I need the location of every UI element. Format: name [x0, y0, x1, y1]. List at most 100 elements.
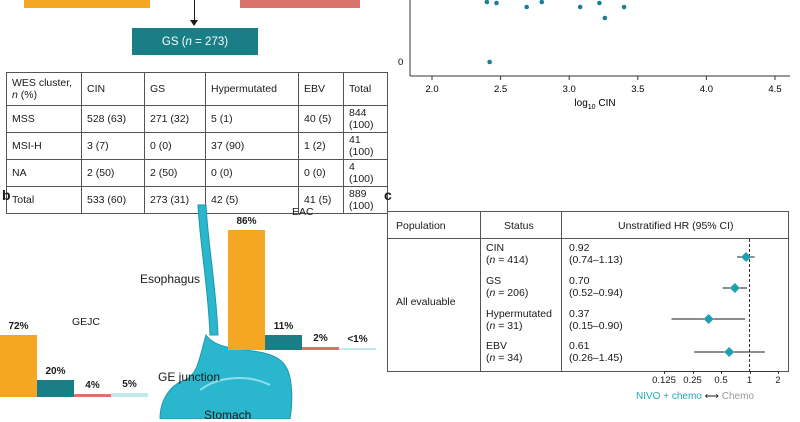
- hr-row-value: 0.37 (0.15–0.90): [569, 308, 623, 332]
- scatter-x-tick-label: 4.5: [768, 84, 781, 95]
- gejc-label: GEJC: [72, 316, 101, 328]
- hr-row-hr: 0.37: [569, 308, 590, 320]
- hr-header-hr: Unstratified HR (95% CI): [618, 220, 734, 232]
- gejc-bar: [0, 335, 37, 397]
- flow-arrow-line: [194, 0, 195, 22]
- scatter-points: [484, 0, 627, 65]
- scatter-point: [484, 0, 490, 5]
- hr-row-ci: (0.74–1.13): [569, 254, 623, 266]
- cell: 2 (50): [81, 159, 145, 187]
- panel-c-letter: c: [384, 187, 392, 203]
- forest-hr-marker: [729, 283, 740, 293]
- wes-header-total: Total: [343, 72, 388, 106]
- eac-bar-label: 2%: [313, 333, 328, 345]
- eac-bar: [339, 348, 376, 350]
- hr-row-n: (n = 206): [486, 287, 529, 299]
- forest-hr-marker: [724, 347, 735, 357]
- scatter-x-label: log10 CIN: [574, 98, 615, 111]
- scatter-x-tick-label: 2.5: [494, 84, 507, 95]
- cell: 844 (100): [343, 105, 388, 133]
- panel-b-letter: b: [2, 187, 11, 203]
- forest-axis-tick: [692, 371, 694, 374]
- table-row: Total 533 (60) 273 (31) 42 (5) 41 (5) 88…: [6, 186, 388, 214]
- esophagus-shape: [197, 204, 219, 336]
- forest-hr-marker: [703, 314, 714, 324]
- hr-row-status-name: CIN: [486, 242, 505, 254]
- hr-table-frame: Population Status Unstratified HR (95% C…: [387, 211, 789, 372]
- scatter-x-tick-label: 3.0: [563, 84, 576, 95]
- anatomy-illustration: [159, 204, 293, 419]
- cell: 0 (0): [298, 159, 344, 187]
- gejc-bar-label: 5%: [122, 378, 137, 390]
- cell: 40 (5): [298, 105, 344, 133]
- wes-table-header-row: WES cluster, n (%) CIN GS Hypermutated E…: [6, 72, 388, 106]
- gs-flow-box: GS (n = 273): [132, 28, 258, 55]
- hr-row-ci: (0.52–0.94): [569, 287, 623, 299]
- esophagus-label: Esophagus: [140, 272, 201, 286]
- cell: 533 (60): [81, 186, 145, 214]
- forest-axis-tick: [721, 371, 722, 374]
- gejc-bar-label: 20%: [45, 365, 66, 377]
- forest-axis-tick-label: 2: [775, 375, 781, 386]
- stomach-label: Stomach: [204, 408, 252, 422]
- wes-header-ebv: EBV: [298, 72, 344, 106]
- ge-junction-label: GE junction: [158, 370, 221, 384]
- cin-flow-box: [24, 0, 150, 8]
- forest-axis-tick-label: 1: [746, 375, 753, 386]
- wes-header-line1: WES cluster,: [12, 77, 73, 89]
- wes-header-cluster: WES cluster, n (%): [6, 72, 82, 106]
- favors-row: NIVO + chemo ⟷ Chemo: [636, 391, 754, 402]
- gejc-bar-label: 72%: [8, 321, 29, 333]
- cell: 271 (32): [144, 105, 206, 133]
- row-label: NA: [6, 159, 82, 187]
- wes-header-n: n: [12, 89, 18, 101]
- cell: 4 (100): [343, 159, 388, 187]
- eac-bar: [265, 334, 302, 350]
- hr-row-n: (n = 31): [486, 320, 523, 332]
- cell: 889 (100): [343, 186, 388, 214]
- stomach-inner-fold: [199, 377, 271, 391]
- hr-row-ci: (0.26–1.45): [569, 352, 623, 364]
- scatter-x-tick-label: 4.0: [700, 84, 713, 95]
- hr-header-population: Population: [396, 220, 446, 232]
- hr-row-value: 0.92 (0.74–1.13): [569, 242, 623, 266]
- scatter-point: [524, 4, 529, 10]
- cell: 0 (0): [144, 132, 206, 160]
- scatter-point: [494, 0, 499, 6]
- scatter-x-label-rest: CIN: [596, 98, 616, 109]
- hr-row-hr: 0.70: [569, 275, 590, 287]
- eac-bar-label: <1%: [347, 334, 368, 345]
- hr-row-hr: 0.61: [569, 340, 590, 352]
- favors-nivo-label: NIVO + chemo: [636, 391, 702, 402]
- forest-axis-tick-label: 0.125: [652, 375, 676, 386]
- cell: 528 (63): [81, 105, 145, 133]
- hr-col-divider-1: [480, 212, 481, 371]
- hr-row-n: (n = 414): [486, 254, 529, 266]
- hr-row-n: (n = 34): [486, 352, 523, 364]
- forest-axis-tick: [664, 371, 665, 374]
- cell: 42 (5): [205, 186, 299, 214]
- gs-flow-box-text: GS (n = 273): [161, 35, 229, 48]
- forest-axis-tick: [749, 371, 751, 374]
- scatter-x-label-sub: 10: [588, 104, 596, 111]
- hr-row-status: GS (n = 206): [486, 275, 528, 299]
- cin-scatter-plot: 2.0 2.5 3.0 3.5 4.0 4.5 0 log10 CIN: [398, 0, 790, 111]
- eac-bar: [302, 347, 339, 350]
- flow-arrow-head: [190, 20, 198, 26]
- hr-header-divider: [388, 238, 788, 239]
- scatter-point: [602, 15, 608, 21]
- hr-row-status-name: GS: [486, 275, 502, 287]
- favors-arrow-icon: ⟷: [704, 391, 719, 402]
- scatter-point: [577, 4, 583, 10]
- row-label: MSS: [6, 105, 82, 133]
- scatter-x-label-base: log: [574, 98, 587, 109]
- hr-population-value: All evaluable: [396, 296, 456, 308]
- hr-row-status: EBV (n = 34): [486, 340, 523, 364]
- cell: 41 (5): [298, 186, 344, 214]
- eac-bar-label: 86%: [236, 215, 257, 227]
- eac-label: EAC: [292, 206, 314, 218]
- cell: 2 (50): [144, 159, 206, 187]
- cell: 37 (90): [205, 132, 299, 160]
- hr-row-status-name: EBV: [486, 340, 508, 352]
- table-row: MSS 528 (63) 271 (32) 5 (1) 40 (5) 844 (…: [6, 105, 388, 133]
